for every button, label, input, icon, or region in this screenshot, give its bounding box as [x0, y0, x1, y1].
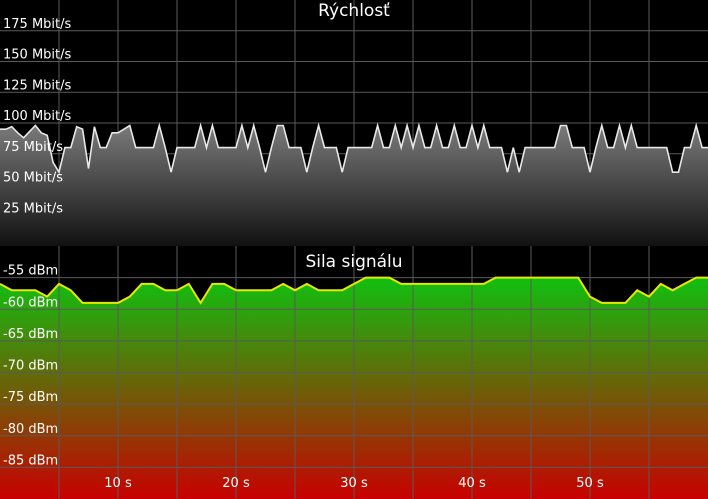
- y-tick-label: -65 dBm: [3, 327, 58, 342]
- speed-area: [0, 125, 708, 246]
- y-tick-label: 50 Mbit/s: [3, 171, 63, 186]
- y-tick-label: -70 dBm: [3, 359, 58, 374]
- y-tick-label: 175 Mbit/s: [3, 17, 72, 32]
- signal-chart: -55 dBm -60 dBm -65 dBm -70 dBm -75 dBm -80 d…: [0, 246, 708, 499]
- signal-line: [0, 276, 708, 305]
- y-tick-label: -75 dBm: [3, 390, 58, 405]
- speed-line: [0, 122, 708, 175]
- y-tick-label: -85 dBm: [3, 453, 58, 468]
- y-tick-label: -80 dBm: [3, 422, 58, 437]
- x-tick-label: 10 s: [104, 476, 132, 491]
- x-tick-label: 30 s: [340, 476, 368, 491]
- y-tick-label: -55 dBm: [3, 264, 58, 279]
- y-tick-label: 25 Mbit/s: [3, 201, 63, 216]
- y-tick-label: 100 Mbit/s: [3, 109, 72, 124]
- x-tick-label: 20 s: [222, 476, 250, 491]
- y-tick-label: -60 dBm: [3, 295, 58, 310]
- x-tick-label: 40 s: [458, 476, 486, 491]
- y-tick-label: 125 Mbit/s: [3, 78, 72, 93]
- y-tick-label: 150 Mbit/s: [3, 48, 72, 63]
- y-tick-label: 75 Mbit/s: [3, 140, 63, 155]
- speed-chart: 175 Mbit/s 150 Mbit/s 125 Mbit/s 100 Mbit/s…: [0, 0, 708, 246]
- speed-chart-title: Rýchlosť: [318, 1, 390, 21]
- signal-chart-title: Sila signálu: [305, 252, 403, 272]
- x-tick-label: 50 s: [576, 476, 604, 491]
